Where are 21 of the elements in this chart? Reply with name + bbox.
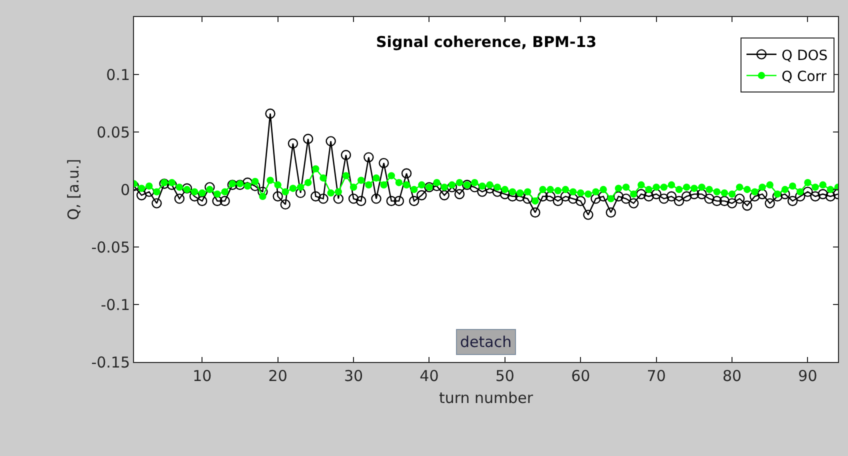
- y-tick-label: 0: [120, 180, 130, 199]
- x-tick-label: 60: [571, 367, 590, 385]
- x-tick-label: 70: [646, 367, 666, 385]
- text: Signal coherence, BPM-13: [376, 33, 597, 51]
- x-axis-title: turn number: [438, 389, 534, 407]
- y-tick-label: -0.05: [91, 238, 130, 256]
- legend-label: Q Corr: [781, 68, 827, 85]
- y-tick-label: 0.1: [106, 66, 130, 84]
- x-tick-label: 40: [420, 367, 439, 385]
- x-tick-label: 50: [495, 367, 514, 385]
- annotation: detach: [460, 333, 512, 351]
- x-tick-label: 10: [192, 367, 212, 385]
- x-tick-label: 80: [722, 367, 742, 385]
- x-tick-label: 90: [798, 367, 818, 385]
- legend-label: Q DOS: [781, 48, 828, 64]
- y-tick-label: 0.05: [96, 123, 130, 142]
- y-tick-label: -0.1: [100, 296, 130, 314]
- y-axis-title: Q, [a.u.]: [64, 158, 82, 220]
- y-tick-label: -0.15: [91, 353, 130, 372]
- x-tick-label: 30: [344, 367, 364, 385]
- x-tick-label: 20: [268, 367, 288, 385]
